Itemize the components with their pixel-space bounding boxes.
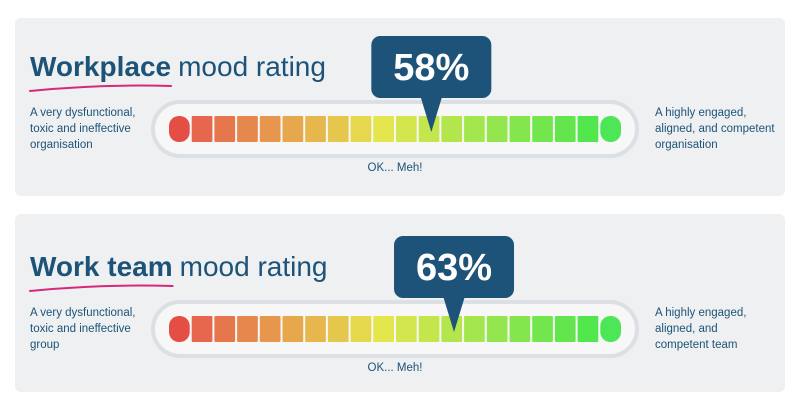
gauge-segment (554, 116, 576, 142)
gauge-segment (350, 116, 372, 142)
underline-swoosh (29, 84, 173, 92)
gauge-segment (214, 316, 236, 342)
gauge-segment (350, 316, 372, 342)
gauge-segment (532, 316, 553, 342)
gauge-segment (486, 316, 508, 342)
gauge-segment (577, 316, 599, 342)
value-pointer (420, 96, 443, 132)
left-label: group (30, 339, 59, 351)
gauge-segment (191, 316, 213, 342)
gauge-segment (441, 116, 463, 142)
callout-box (394, 236, 515, 298)
value-label: 63% (416, 247, 492, 289)
gauge-segment (305, 316, 326, 342)
left-label: toxic and ineffective (30, 123, 131, 135)
gauge-segment (441, 316, 463, 342)
gauge-segment (373, 116, 394, 142)
gauge-track (151, 100, 639, 158)
gauge-segment (600, 116, 621, 142)
right-label: aligned, and (655, 323, 718, 335)
title-bold: Work team (30, 251, 173, 282)
gauge-segment (237, 316, 258, 342)
gauge-track (151, 300, 639, 358)
gauge-segment (169, 116, 190, 142)
gauge-segment (373, 316, 394, 342)
gauge-segment (259, 316, 281, 342)
right-label: aligned, and competent (655, 123, 775, 135)
gauge-segment (600, 316, 621, 342)
left-label: A very dysfunctional, (30, 107, 135, 119)
gauge-segment (486, 116, 508, 142)
gauge-segment (532, 116, 553, 142)
gauge-segment (305, 116, 326, 142)
left-label: organisation (30, 139, 93, 151)
center-label: OK... Meh! (368, 362, 423, 374)
value-pointer (443, 296, 466, 332)
title-bold: Workplace (30, 51, 171, 82)
gauge-segment (396, 316, 417, 342)
title-rest: mood rating (178, 51, 326, 82)
gauge-segment (509, 316, 531, 342)
gauge-segment (464, 116, 485, 142)
gauge-segment (282, 316, 304, 342)
gauge-segment (237, 116, 258, 142)
right-label: A highly engaged, (655, 107, 746, 119)
gauge-segment (169, 316, 190, 342)
callout-box (371, 36, 492, 98)
gauge-segment (327, 316, 349, 342)
right-label: organisation (655, 139, 718, 151)
gauge-segment (282, 116, 304, 142)
title-rest: mood rating (180, 251, 328, 282)
chart-title: Work team mood rating (30, 251, 328, 282)
chart-title: Workplace mood rating (30, 51, 326, 82)
underline-swoosh (29, 284, 174, 292)
gauge-segment (509, 116, 531, 142)
gauge-segment (396, 116, 417, 142)
gauge-segment (259, 116, 281, 142)
right-label: A highly engaged, (655, 307, 746, 319)
center-label: OK... Meh! (368, 162, 423, 174)
gauge-segment (554, 316, 576, 342)
gauge-segment (418, 116, 440, 142)
right-label: competent team (655, 339, 737, 351)
gauge-segment (464, 316, 485, 342)
value-label: 58% (393, 47, 469, 89)
left-label: A very dysfunctional, (30, 307, 135, 319)
left-label: toxic and ineffective (30, 323, 131, 335)
gauge-segment (577, 116, 599, 142)
gauge-segment (418, 316, 440, 342)
gauge-segment (214, 116, 236, 142)
gauge-segment (191, 116, 213, 142)
gauge-segment (327, 116, 349, 142)
